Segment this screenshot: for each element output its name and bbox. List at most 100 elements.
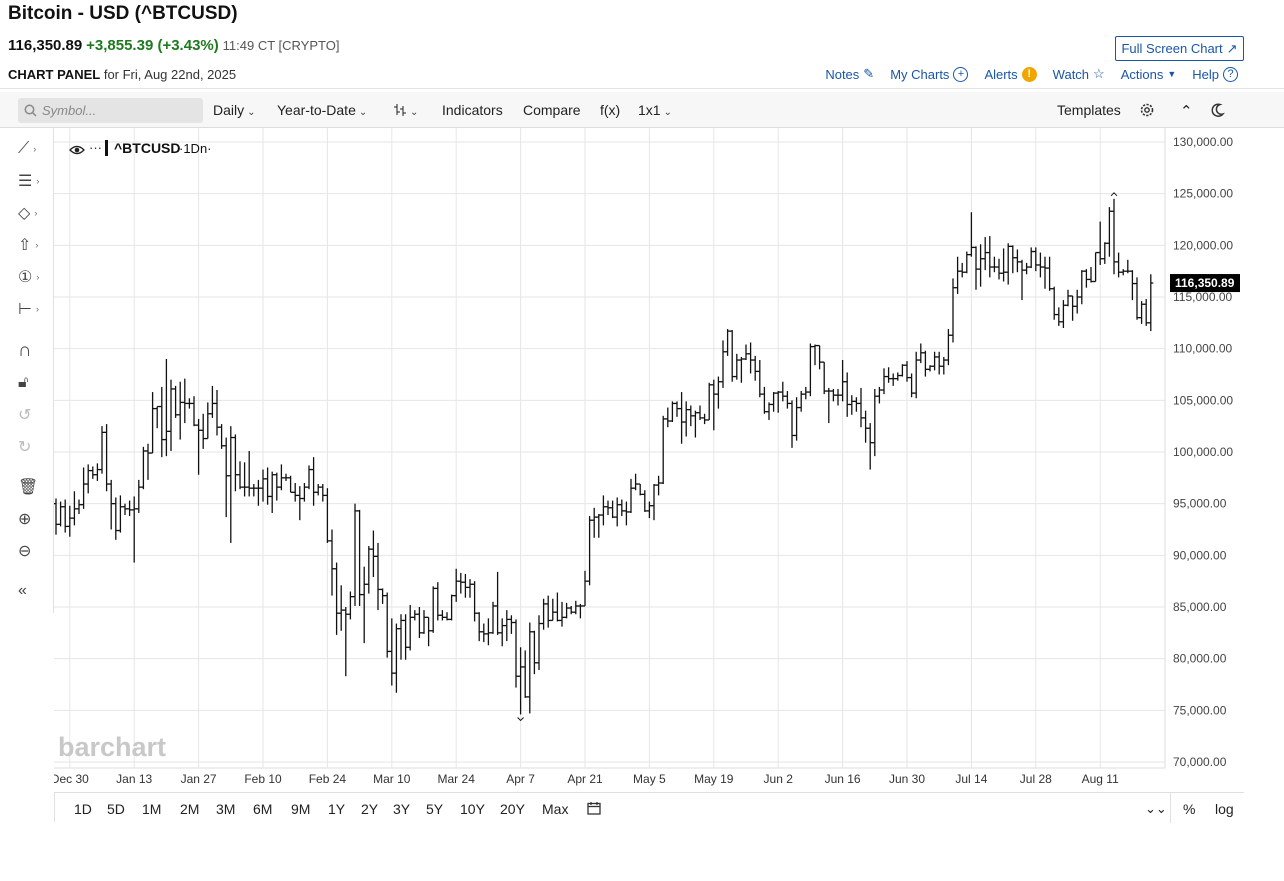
- function-button[interactable]: f(x): [600, 102, 621, 118]
- my-charts-link[interactable]: My Charts +: [890, 66, 969, 82]
- range-button-2y[interactable]: 2Y: [361, 801, 379, 817]
- interval-dropdown[interactable]: Daily ⌄: [213, 102, 256, 118]
- ohlc-bar: [1019, 259, 1025, 301]
- ohlc-bar: [821, 361, 827, 395]
- range-button-3y[interactable]: 3Y: [393, 801, 411, 817]
- y-tick-label: 105,000.00: [1173, 393, 1233, 407]
- ohlc-bar: [738, 356, 744, 383]
- ohlc-bar: [527, 622, 533, 714]
- ohlc-bar: [370, 530, 376, 578]
- price-chart[interactable]: 70,000.00 75,000.00 80,000.00 85,000.00 90,0…: [54, 128, 1244, 792]
- lock-tool[interactable]: 🔓︎: [18, 372, 44, 394]
- ohlc-bar: [476, 612, 482, 642]
- log-toggle[interactable]: log: [1215, 801, 1234, 817]
- double-chevron-down-icon[interactable]: ⌄⌄: [1145, 801, 1167, 816]
- collapse-toolbar-button[interactable]: «: [18, 580, 44, 602]
- my-charts-label: My Charts: [890, 66, 950, 82]
- zoom-in-button[interactable]: ⊕: [18, 508, 44, 530]
- indicators-button[interactable]: Indicators: [442, 102, 503, 118]
- ohlc-bar: [522, 650, 528, 698]
- range-button-max[interactable]: Max: [542, 801, 569, 817]
- alerts-link[interactable]: Alerts!: [984, 66, 1037, 82]
- ohlc-bar: [1134, 277, 1140, 320]
- x-tick-label: Jun 30: [889, 772, 925, 786]
- ohlc-bar: [329, 529, 335, 596]
- chevron-down-icon: ⌄: [247, 107, 256, 118]
- ohlc-bar: [890, 373, 896, 386]
- watch-link[interactable]: Watch ☆: [1053, 66, 1105, 82]
- gear-icon[interactable]: [1139, 102, 1155, 121]
- collapse-up-icon[interactable]: ⌃: [1180, 103, 1193, 120]
- compare-button[interactable]: Compare: [523, 102, 581, 118]
- period-dropdown[interactable]: Year-to-Date ⌄: [277, 102, 367, 118]
- range-button-1d[interactable]: 1D: [74, 801, 92, 817]
- range-button-1m[interactable]: 1M: [142, 801, 162, 817]
- templates-button[interactable]: Templates: [1057, 102, 1121, 118]
- arrow-tool[interactable]: ⇧ ›: [18, 234, 44, 256]
- range-button-2m[interactable]: 2M: [180, 801, 200, 817]
- range-button-3m[interactable]: 3M: [216, 801, 236, 817]
- ohlc-bar: [352, 503, 358, 606]
- ohlc-bar: [849, 395, 855, 415]
- zoom-out-button[interactable]: ⊖: [18, 540, 44, 562]
- ohlc-bar: [610, 500, 616, 519]
- ohlc-bar: [715, 376, 721, 409]
- ohlc-bar: [936, 351, 942, 375]
- range-button-9m[interactable]: 9M: [291, 801, 311, 817]
- y-tick-label: 115,000.00: [1173, 290, 1232, 304]
- watermark: barchart: [58, 732, 166, 762]
- ohlc-bar: [577, 603, 583, 619]
- ohlc-bar: [706, 382, 712, 421]
- ohlc-bar: [807, 343, 813, 397]
- range-button-5d[interactable]: 5D: [107, 801, 125, 817]
- high-marker: [1110, 192, 1118, 197]
- ohlc-bar: [357, 509, 363, 606]
- ohlc-bar: [205, 402, 211, 440]
- x-tick-label: Jan 27: [181, 772, 217, 786]
- range-button-5y[interactable]: 5Y: [426, 801, 444, 817]
- chart-type-dropdown[interactable]: ⌄: [393, 102, 418, 118]
- ohlc-bar: [99, 426, 105, 474]
- notes-link[interactable]: Notes ✎: [825, 66, 874, 82]
- layout-dropdown[interactable]: 1x1 ⌄: [638, 102, 672, 118]
- range-button-20y[interactable]: 20Y: [500, 801, 525, 817]
- ohlc-bar: [426, 616, 432, 647]
- redo-button[interactable]: ↻: [18, 436, 44, 458]
- ohlc-bar: [1079, 270, 1085, 305]
- moon-icon[interactable]: [1209, 102, 1225, 121]
- period-label: Year-to-Date: [277, 102, 356, 118]
- annotation-tool[interactable]: ① ›: [18, 266, 44, 288]
- symbol-search-input[interactable]: Symbol...: [18, 98, 203, 123]
- ohlc-bar: [1106, 207, 1112, 257]
- ohlc-bar: [1074, 289, 1080, 314]
- ohlc-bar: [771, 392, 777, 412]
- ohlc-bar: [679, 392, 685, 444]
- ohlc-bar: [223, 437, 229, 518]
- shapes-tool[interactable]: ◇ ›: [18, 202, 44, 224]
- trendline-tool[interactable]: ⟋ ›: [18, 138, 44, 160]
- undo-button[interactable]: ↺: [18, 404, 44, 426]
- ohlc-bar: [311, 457, 317, 506]
- delete-drawings-button[interactable]: 🗑︎: [18, 476, 44, 498]
- ohlc-bar: [90, 466, 96, 479]
- ohlc-bar: [991, 256, 997, 273]
- magnet-tool[interactable]: ∩: [18, 340, 44, 362]
- trendline-icon: ⟋: [18, 140, 30, 157]
- eye-icon[interactable]: [69, 145, 85, 155]
- help-link[interactable]: Help?: [1192, 66, 1238, 82]
- percent-toggle[interactable]: %: [1183, 801, 1196, 817]
- measure-tool[interactable]: ⊢ ›: [18, 298, 44, 320]
- y-axis: 70,000.00 75,000.00 80,000.00 85,000.00 90,0…: [1164, 128, 1240, 769]
- range-button-1y[interactable]: 1Y: [328, 801, 346, 817]
- top-links: Notes ✎ My Charts + Alerts! Watch ☆ Actions…: [825, 66, 1238, 82]
- fib-tool[interactable]: ☰ ›: [18, 170, 44, 192]
- full-screen-chart-button[interactable]: Full Screen Chart ↗: [1115, 36, 1244, 61]
- ohlc-bar: [1042, 256, 1048, 289]
- actions-menu[interactable]: Actions ▼: [1121, 66, 1177, 82]
- legend-options-icon[interactable]: ···: [89, 140, 102, 155]
- chevron-right-icon: ›: [35, 240, 39, 250]
- ohlc-bar: [209, 385, 215, 418]
- range-button-6m[interactable]: 6M: [253, 801, 273, 817]
- calendar-icon[interactable]: [587, 801, 601, 818]
- range-button-10y[interactable]: 10Y: [460, 801, 485, 817]
